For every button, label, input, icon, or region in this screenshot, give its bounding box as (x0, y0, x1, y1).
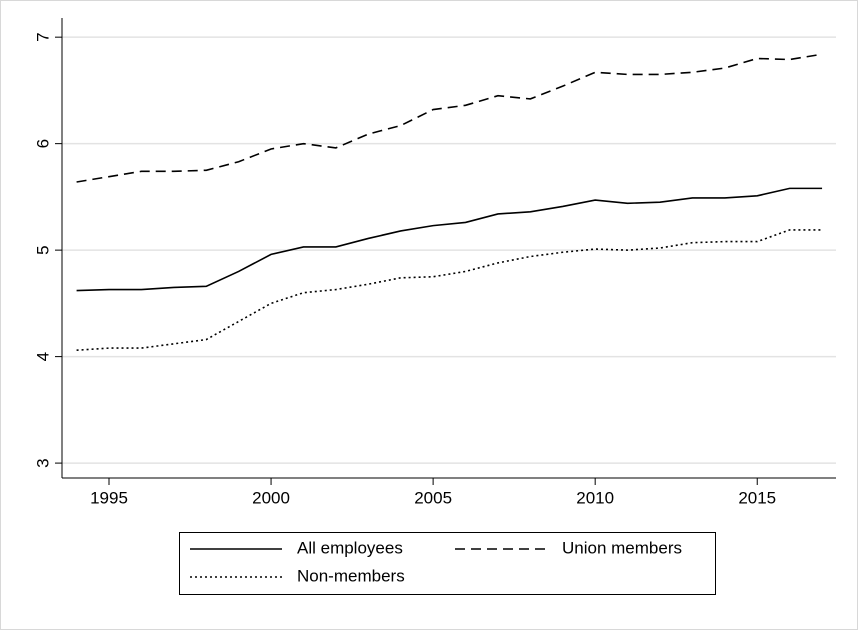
series-line (76, 229, 823, 352)
legend-label: Non-members (297, 566, 405, 585)
x-tick-label: 2000 (252, 488, 290, 507)
y-tick-label: 5 (33, 245, 52, 254)
x-tick-label: 1995 (90, 488, 128, 507)
y-tick-label: 7 (33, 32, 52, 41)
y-tick-label: 3 (33, 458, 52, 467)
y-tick-label: 4 (33, 352, 52, 361)
legend-box (179, 532, 716, 595)
y-tick-label: 6 (33, 139, 52, 148)
x-tick-label: 2005 (414, 488, 452, 507)
x-tick-label: 2015 (738, 488, 776, 507)
x-tick-label: 2010 (576, 488, 614, 507)
series-line (76, 187, 823, 292)
legend-label: All employees (297, 538, 403, 557)
series-line (76, 53, 823, 183)
legend-label: Union members (562, 538, 682, 557)
